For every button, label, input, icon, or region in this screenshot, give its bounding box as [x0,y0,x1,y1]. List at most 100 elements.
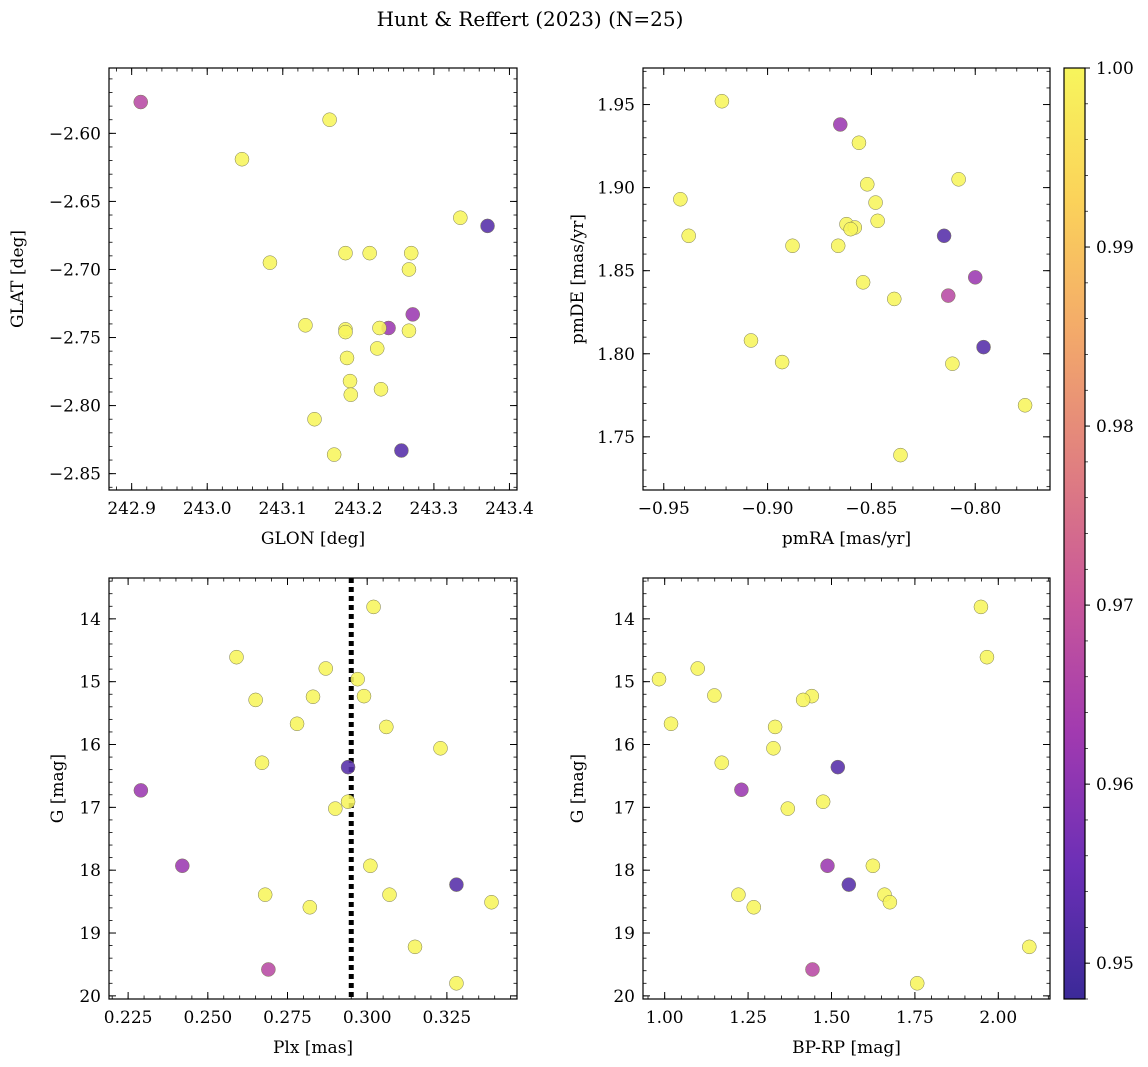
data-point [289,716,305,732]
data-point [851,135,867,151]
scatter-panel-4: 1.00 1.25 1.50 1.75 2.00 14 15 16 17 18 19 20 BP-RP … [568,577,1051,1058]
x-tick-label: 243.3 [410,499,459,519]
data-point [328,801,343,816]
y-tick-label: 18 [613,861,635,881]
y-tick-label: 1.80 [597,345,635,365]
y-tick-label: 1.85 [597,262,635,282]
data-point [342,373,358,389]
data-point [743,333,759,348]
data-point [326,447,342,462]
x-tick-label: 0.325 [423,1008,472,1028]
x-axis-label: Plx [mas] [273,1038,353,1058]
y-tick-label: 1.75 [597,428,635,448]
y-tick-label: −2.85 [49,465,101,485]
data-point [382,887,397,902]
data-point [690,661,705,676]
data-point [973,599,989,615]
axes-frame [108,577,518,1000]
data-point [369,341,385,356]
data-point [340,794,356,809]
y-tick-label: −2.75 [49,329,101,349]
x-axis-label: GLON [deg] [261,529,365,549]
scatter-panel-1: 242.9 243.0 243.1 243.2 243.3 243.4 −2.60 −2.65… [8,67,534,549]
data-point [453,210,468,225]
data-point [1022,939,1037,955]
y-tick-label: 15 [79,673,101,693]
x-tick-label: −0.95 [638,499,690,519]
data-point [830,238,846,254]
data-point [774,354,790,370]
x-tick-label: 0.250 [183,1008,232,1028]
data-point [338,245,353,261]
x-tick-label: 0.275 [263,1008,312,1028]
data-point [951,172,966,187]
x-tick-label: 242.9 [107,499,156,519]
data-point [449,877,464,892]
data-point [343,387,359,402]
x-tick-label: 243.1 [258,499,307,519]
x-tick-label: 0.300 [343,1008,392,1028]
y-tick-label: 17 [613,798,635,818]
data-point [401,323,417,338]
x-axis-label: pmRA [mas/yr] [782,529,911,549]
colorbar [1063,67,1086,1000]
data-point [734,782,749,798]
data-point [133,94,148,110]
x-tick-label: 243.2 [334,499,383,519]
data-point [257,887,273,902]
axes-frame [642,577,1051,1000]
y-tick-label: 14 [613,610,635,630]
axes-frame [108,67,518,491]
data-point [841,877,857,892]
data-point [356,688,372,704]
data-point [229,649,244,665]
data-point [262,255,278,270]
data-point [868,195,883,210]
colorbar-tick-label: 0.98 [1096,417,1134,437]
data-point [322,112,337,127]
y-tick-label: 14 [79,610,101,630]
data-point [979,649,995,665]
data-point [714,755,729,770]
colorbar-tick-label: 0.99 [1096,238,1134,258]
data-point [1017,398,1033,413]
y-tick-label: −2.60 [49,124,101,144]
data-point [405,307,420,322]
data-point [302,900,318,915]
data-point [379,719,394,735]
y-tick-label: −2.65 [49,192,101,212]
data-point [976,339,991,355]
data-point [945,356,960,371]
y-tick-label: 15 [613,673,635,693]
data-point [767,719,783,735]
x-tick-label: 2.00 [979,1008,1017,1028]
data-point [714,93,730,109]
data-point [363,858,378,874]
data-point [318,661,333,676]
data-point [870,213,885,229]
figure-title: Hunt & Reffert (2023) (N=25) [377,7,684,31]
data-point [449,976,464,991]
data-point [339,350,355,366]
data-point [909,976,925,991]
y-tick-label: 16 [613,736,635,756]
data-point [403,245,419,261]
data-point [175,858,190,874]
data-point [133,783,149,798]
data-point [298,318,313,333]
x-tick-label: 1.75 [896,1008,934,1028]
x-axis-label: BP-RP [mag] [792,1038,901,1058]
y-axis-label: pmDE [mas/yr] [568,214,588,344]
data-point [887,291,902,307]
data-point [401,262,417,277]
data-point [967,270,983,285]
data-point [815,794,831,809]
axes-frame [642,67,1051,491]
data-point [407,939,423,955]
x-tick-label: 0.225 [104,1008,153,1028]
data-point [882,894,898,910]
data-point [394,443,409,458]
data-point [433,741,448,756]
y-tick-label: 1.90 [597,179,635,199]
